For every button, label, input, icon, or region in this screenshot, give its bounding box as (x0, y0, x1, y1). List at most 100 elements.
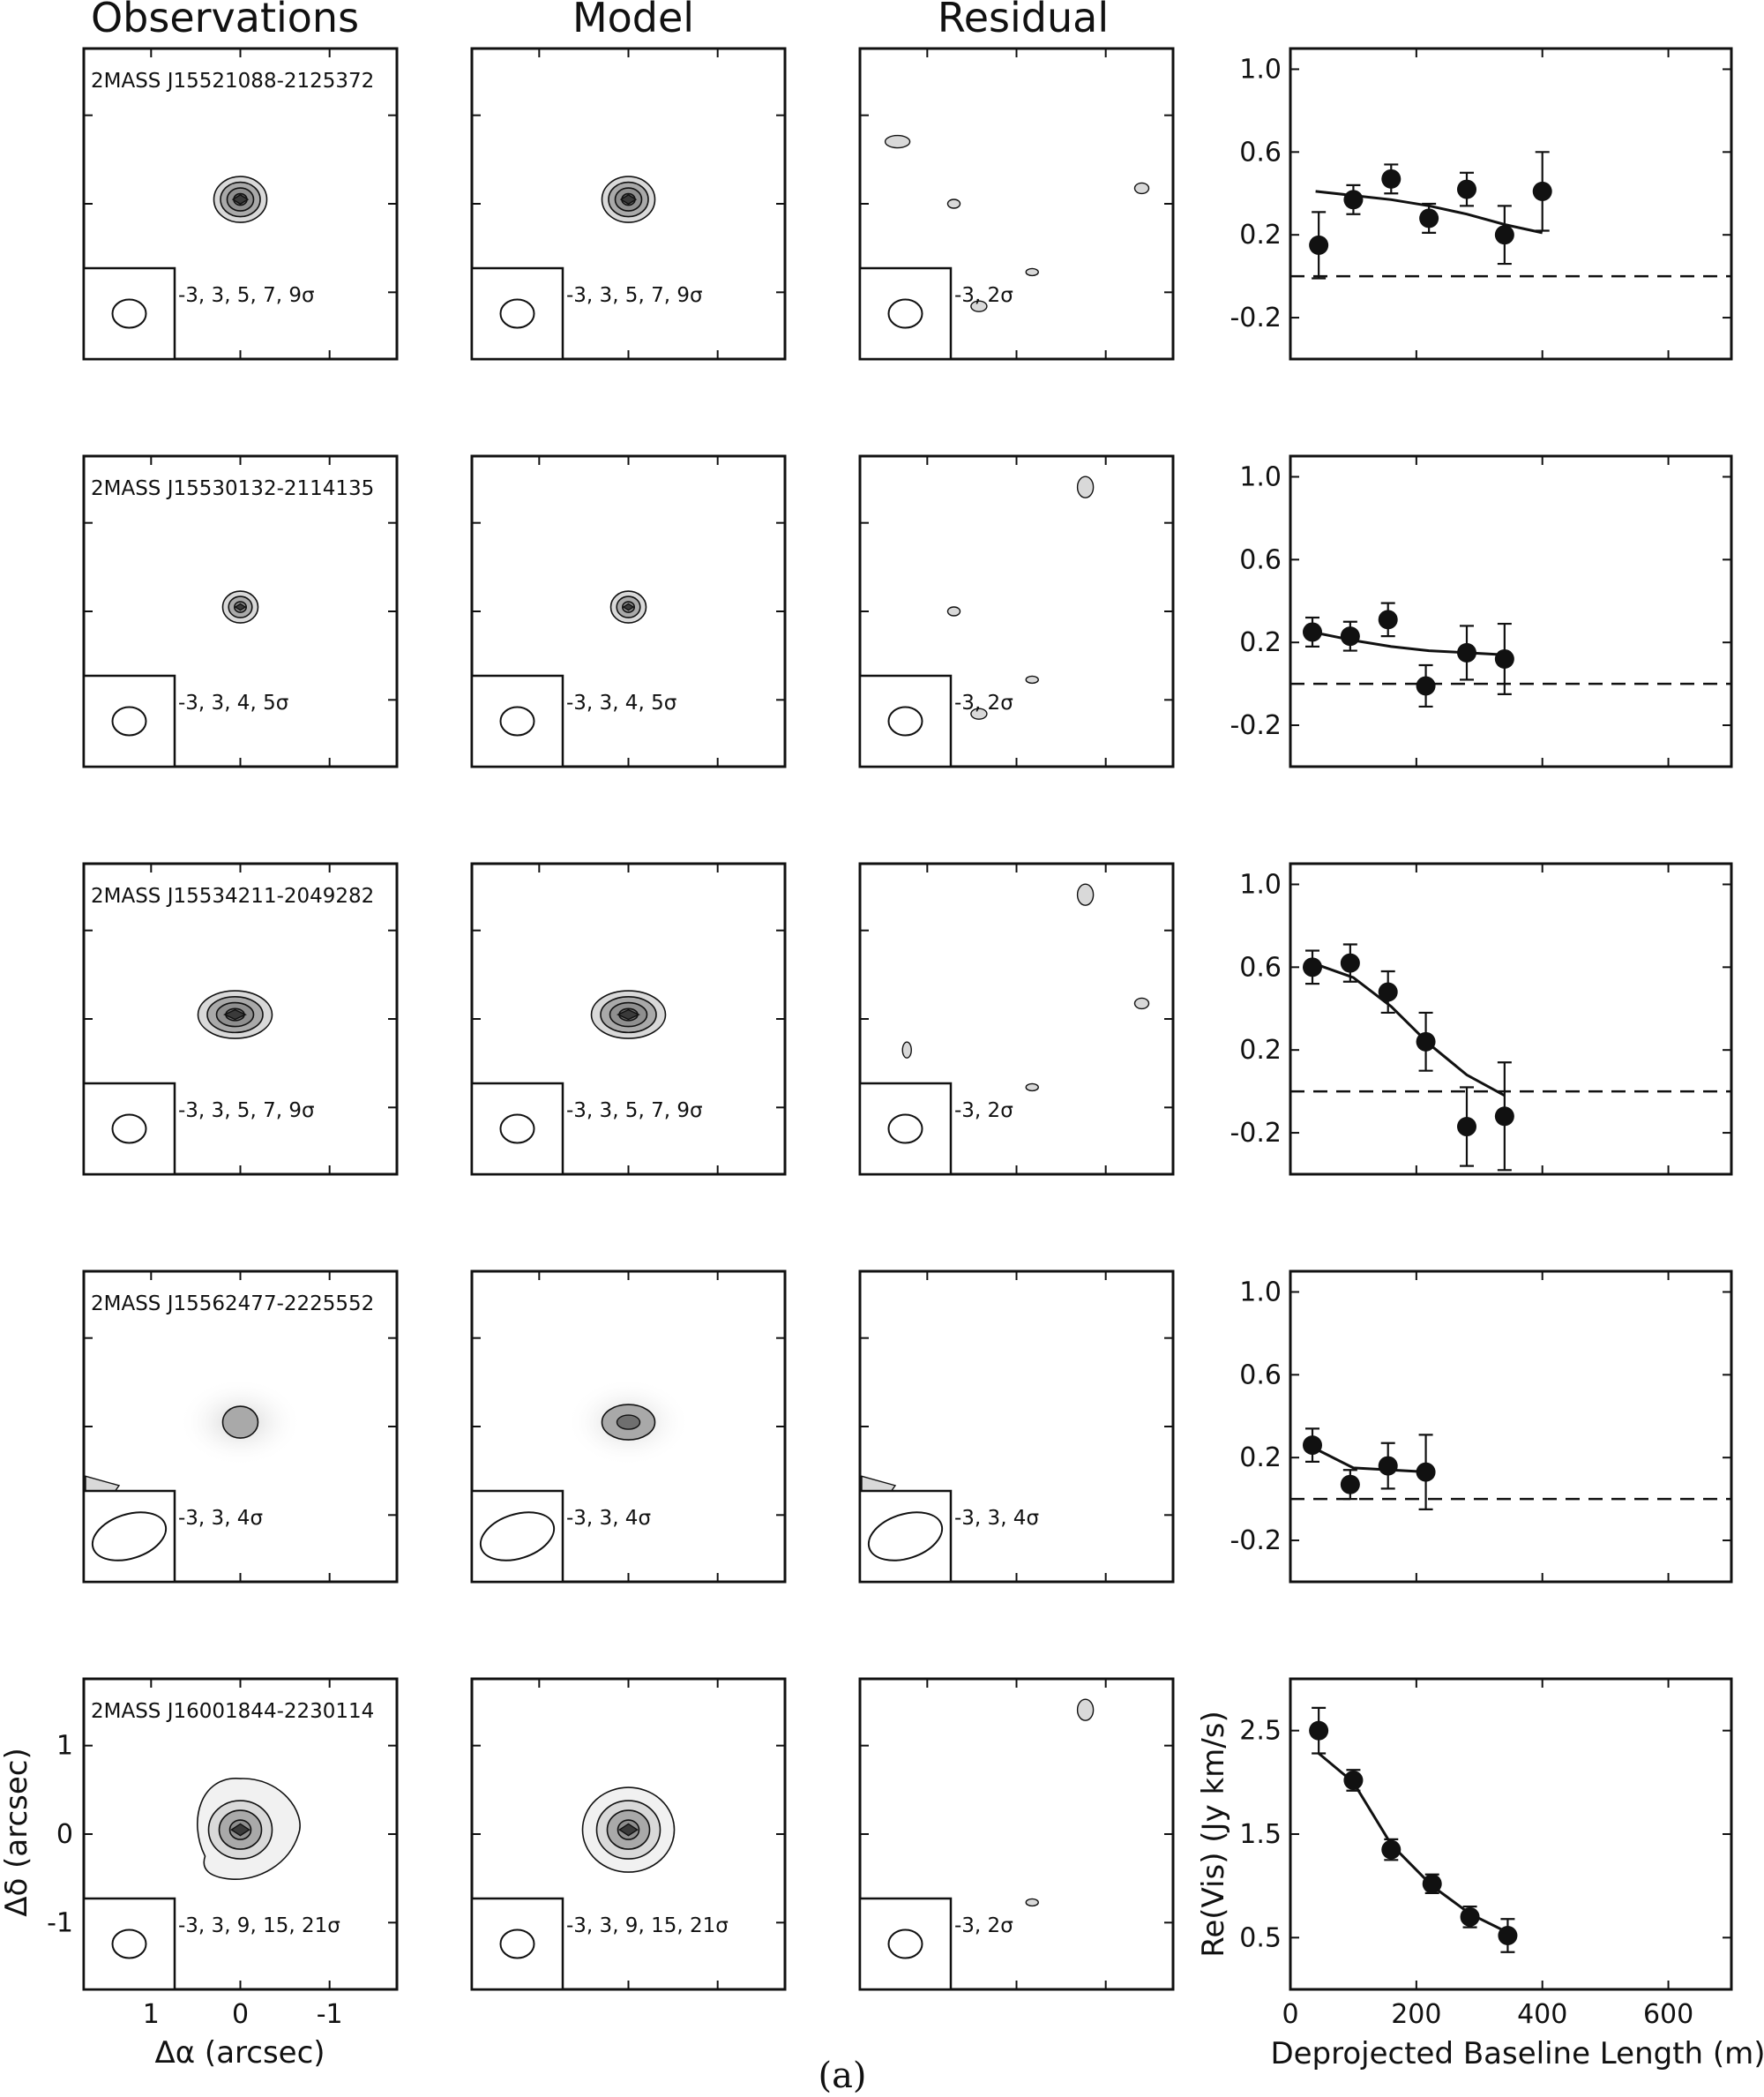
plot-ytick-label: 0.6 (1239, 137, 1282, 168)
plot-ytick-label: 2.5 (1239, 1716, 1282, 1747)
column-title-residual: Residual (938, 0, 1109, 41)
plot-xlabel: Deprojected Baseline Length (m) (1270, 2036, 1764, 2071)
beam-ellipse (91, 1511, 168, 1562)
residual-contour (1076, 883, 1095, 906)
beam-inset (470, 1489, 564, 1584)
map-panel: -3, 3, 5, 7, 9σ 2MASS J15521088-2125372 (82, 47, 399, 361)
data-point (1340, 953, 1360, 973)
data-point (1457, 1117, 1476, 1137)
data-point (1303, 622, 1322, 642)
plot-frame (1289, 47, 1733, 361)
figure-caption: (a) (818, 2056, 866, 2096)
source-peak (622, 603, 635, 611)
visibility-plot: 1.0 0.6 0.2 -0.2 (1230, 1269, 1733, 1584)
beam-inset (858, 1082, 953, 1176)
data-point (1494, 648, 1514, 669)
data-point (1343, 1770, 1364, 1790)
source-name: 2MASS J15534211-2049282 (91, 885, 374, 908)
contour-levels-label: -3, 3, 4σ (178, 1507, 263, 1530)
beam-ellipse (111, 1113, 147, 1144)
data-point (1309, 235, 1329, 255)
column-title-model: Model (572, 0, 694, 41)
plot-ytick-label: 0.6 (1239, 952, 1282, 983)
plot-xtick-label: 400 (1517, 1999, 1567, 2030)
beam-ellipse (499, 298, 535, 329)
map-panel: -3, 3, 4σ (470, 1269, 787, 1584)
residual-contour (970, 708, 988, 720)
model-line (1312, 1446, 1430, 1474)
residual-contour (1076, 476, 1095, 498)
data-point (1303, 1435, 1322, 1456)
contour-levels-label: -3, 3, 5, 7, 9σ (178, 1099, 315, 1122)
beam-inset (858, 266, 953, 361)
data-point (1343, 190, 1364, 210)
residual-contour (1025, 1898, 1039, 1907)
beam-ellipse (499, 1928, 535, 1959)
residual-contour (1133, 997, 1150, 1010)
source-peak (231, 194, 250, 206)
beam-inset (82, 674, 176, 768)
map-ylabel: Δδ (arcsec) (0, 1748, 34, 1916)
contour-levels-label: -3, 3, 4σ (566, 1507, 651, 1530)
residual-contour (970, 300, 988, 312)
contour-levels-label: -3, 3, 5, 7, 9σ (178, 284, 315, 307)
plot-ytick-label: 0.6 (1239, 1359, 1282, 1390)
source-peak (619, 194, 638, 206)
beam-inset (470, 266, 564, 361)
map-panel: -3, 3, 4σ (858, 1269, 1175, 1584)
beam-inset (858, 1489, 953, 1584)
data-point (1457, 179, 1476, 199)
model-line (1312, 962, 1506, 1097)
data-point (1422, 1874, 1442, 1894)
data-point (1378, 982, 1398, 1002)
plot-ytick-label: 0.6 (1239, 544, 1282, 575)
residual-contour (946, 606, 961, 617)
plot-ytick-label: 1.5 (1239, 1819, 1282, 1850)
map-xlabel: Δα (arcsec) (154, 2035, 325, 2071)
beam-inset (470, 1082, 564, 1176)
source-peak (234, 603, 247, 611)
plot-xtick-label: 0 (1282, 1999, 1298, 2030)
residual-contour (1025, 1082, 1039, 1092)
beam-ellipse (111, 706, 147, 737)
residual-contour (884, 134, 911, 149)
plot-ytick-label: 0.2 (1239, 1442, 1282, 1473)
visibility-plot: 1.0 0.6 0.2 -0.2 (1230, 454, 1733, 768)
residual-contour (1076, 1698, 1095, 1721)
contour-levels-label: -3, 3, 5, 7, 9σ (566, 284, 703, 307)
source-name: 2MASS J15530132-2114135 (91, 477, 374, 500)
data-point (1378, 610, 1398, 630)
map-panel: -3, 3, 5, 7, 9σ 2MASS J15534211-2049282 (82, 862, 399, 1176)
plot-ytick-label: 0.5 (1239, 1922, 1282, 1953)
data-point (1309, 1720, 1329, 1741)
contour-levels-label: -3, 3, 4, 5σ (178, 692, 288, 715)
plot-ytick-label: 1.0 (1239, 869, 1282, 900)
beam-inset (858, 674, 953, 768)
plot-ylabel: Re(Vis) (Jy km/s) (1196, 1711, 1231, 1958)
plot-frame (1289, 1269, 1733, 1584)
beam-ellipse (499, 1113, 535, 1144)
data-point (1303, 957, 1322, 977)
residual-contour (946, 198, 961, 209)
plot-ytick-label: 1.0 (1239, 54, 1282, 85)
data-point (1416, 1031, 1436, 1052)
contour-levels-label: -3, 3, 4σ (954, 1507, 1039, 1530)
source-peak (230, 1823, 250, 1837)
beam-inset (470, 674, 564, 768)
map-panel: -3, 3, 9, 15, 21σ (470, 1677, 787, 1991)
plot-ytick-label: 1.0 (1239, 1277, 1282, 1307)
contour-levels-label: -3, 3, 9, 15, 21σ (566, 1914, 729, 1937)
plot-ytick-label: -0.2 (1230, 1118, 1282, 1149)
source-peak (223, 1008, 247, 1021)
source-name: 2MASS J15562477-2225552 (91, 1292, 374, 1315)
data-point (1340, 1474, 1360, 1494)
beam-ellipse (887, 298, 923, 329)
residual-contour (901, 1041, 912, 1059)
data-point (1532, 181, 1552, 201)
map-ytick-label: -1 (47, 1907, 73, 1938)
map-xtick-label: 0 (232, 1999, 249, 2030)
beam-inset (82, 1082, 176, 1176)
map-panel: -3, 3, 5, 7, 9σ (470, 862, 787, 1176)
data-point (1416, 1462, 1436, 1482)
